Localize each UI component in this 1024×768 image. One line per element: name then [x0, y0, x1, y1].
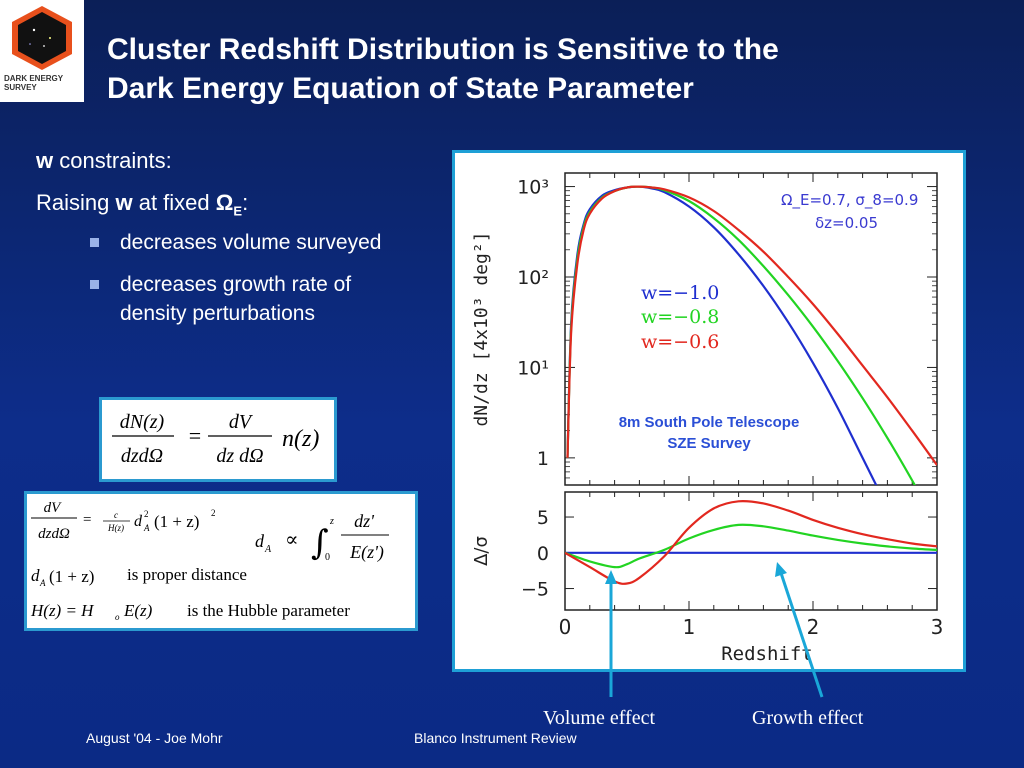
eq5-sub: o [115, 612, 120, 622]
eq2-paren: (1 + z) [154, 512, 199, 531]
equation-box-1: dN(z) dzdΩ = dV dz dΩ n(z) [99, 397, 337, 482]
eq4-d: d [31, 566, 40, 585]
eq2-sq-pre: 2 [144, 509, 149, 519]
title-line-2: Dark Energy Equation of State Parameter [107, 72, 694, 105]
top-y-tick-label: 10¹ [517, 357, 549, 379]
constraints-text: constraints: [53, 148, 172, 173]
x-axis-label: Redshift [721, 643, 813, 665]
w-symbol: w [36, 148, 54, 173]
eq2-c: c [114, 510, 118, 520]
eq2-hz: H(z) [107, 523, 124, 533]
x-tick-label: 1 [683, 615, 696, 639]
eq2-lhs-num: dV [44, 500, 63, 516]
survey-logo: DARK ENERGY SURVEY [0, 0, 84, 102]
eq3-d: d [255, 531, 265, 551]
eq4-sub: A [39, 578, 46, 588]
bullet-item-2: decreases growth rate of density perturb… [90, 270, 420, 328]
params-annotation: Ω_E=0.7, σ_8=0.9 [781, 191, 918, 210]
legend-label-0: w=−1.0 [641, 282, 719, 304]
eq4-text: is proper distance [127, 565, 247, 584]
plot-frame: 0 1 2 3 1 10¹ 10² 10³ −5 0 5 w=−1.0 w=−0.8 w=−0.6 Ω_E=… [452, 150, 966, 672]
logo-hexagon-icon [12, 6, 72, 70]
eq2-sub-a: A [143, 523, 150, 533]
logo-text: DARK ENERGY SURVEY [4, 74, 63, 92]
equation-2: dV dzdΩ = c H(z) d 2 A (1 + z) 2 d A ∝ ∫… [30, 500, 389, 622]
bullet-item-1: decreases volume surveyed [90, 228, 450, 257]
top-y-tick-label: 10³ [517, 177, 549, 199]
volume-effect-label: Volume effect [543, 707, 656, 729]
eq2-d: d [134, 513, 143, 530]
bullet-text-1: decreases volume surveyed [120, 231, 382, 254]
eq3-den: E(z') [349, 542, 384, 563]
eq3-lower: 0 [325, 552, 330, 563]
survey-annotation-2: SZE Survey [667, 435, 751, 452]
constraints-heading: w constraints: [36, 148, 172, 174]
eq1-equals: = [189, 423, 201, 448]
eq1-nz: n(z) [282, 426, 319, 452]
raising-w: w [115, 190, 133, 215]
top-y-tick-label: 1 [537, 448, 549, 470]
equation-box-2: dV dzdΩ = c H(z) d 2 A (1 + z) 2 d A ∝ ∫… [24, 491, 418, 631]
survey-annotation-1: 8m South Pole Telescope [619, 414, 800, 431]
volume-arrow-head-icon [605, 570, 617, 584]
raising-line: Raising w at fixed ΩE: [36, 190, 248, 218]
equation-1: dN(z) dzdΩ = dV dz dΩ n(z) [112, 411, 319, 467]
eq3-prop: ∝ [285, 527, 299, 551]
eq3-num: dz' [354, 511, 375, 531]
bullet-square-icon [90, 280, 99, 289]
raising-mid: at fixed [132, 190, 216, 215]
bottom-series-line-1 [565, 523, 937, 569]
x-tick-label: 0 [559, 615, 572, 639]
eq3-sub: A [264, 544, 272, 555]
top-panel-frame [564, 172, 938, 486]
slide-title: Cluster Redshift Distribution is Sensiti… [107, 30, 927, 108]
eq3-integral: ∫ [311, 523, 329, 563]
omega-symbol: Ω [215, 190, 234, 215]
omega-subscript: E [233, 203, 243, 219]
eq5-rest: E(z) [123, 601, 153, 620]
eq5-text: is the Hubble parameter [187, 601, 350, 620]
eq4-paren: (1 + z) [49, 567, 94, 586]
bottom-y-tick-label: −5 [521, 579, 549, 601]
footer-left: August '04 - Joe Mohr [86, 730, 223, 746]
eq1-lhs-den: dzdΩ [121, 445, 163, 467]
growth-arrow [779, 572, 824, 698]
bottom-y-tick-label: 5 [537, 507, 549, 529]
bottom-series-line-2 [565, 499, 937, 585]
eq3-upper: z [329, 516, 334, 527]
bullet-square-icon [90, 238, 99, 247]
eq1-rhs-den: dz dΩ [216, 445, 263, 467]
legend-label-1: w=−0.8 [641, 306, 719, 328]
footer-center: Blanco Instrument Review [414, 730, 577, 746]
legend-label-2: w=−0.6 [641, 331, 719, 353]
growth-arrow-head-icon [775, 562, 787, 577]
bottom-panel-frame [564, 491, 938, 611]
svg-text:=: = [83, 512, 91, 528]
x-tick-label: 3 [931, 615, 944, 639]
eq2-sq: 2 [211, 508, 216, 518]
bottom-y-tick-label: 0 [537, 543, 549, 565]
top-y-axis-label: dN/dz [4x10³ deg²] [471, 231, 492, 426]
x-tick-label: 2 [807, 615, 820, 639]
eq1-rhs-num: dV [229, 411, 254, 433]
top-series-line-2 [566, 185, 937, 466]
growth-effect-label: Growth effect [752, 707, 864, 729]
raising-colon: : [242, 190, 249, 215]
redshift-plot: 0 1 2 3 1 10¹ 10² 10³ −5 0 5 w=−1.0w=−0.8 w=−0.6 Ω_E=… [471, 172, 944, 665]
raising-prefix: Raising [36, 190, 116, 215]
top-y-tick-label: 10² [517, 267, 549, 289]
dz-annotation: δz=0.05 [815, 214, 878, 232]
eq2-lhs-den: dzdΩ [38, 526, 70, 542]
bottom-y-axis-label: Δ/σ [471, 536, 492, 566]
eq5-lhs: H(z) = H [30, 601, 95, 620]
bullet-text-2: decreases growth rate of density perturb… [120, 273, 352, 325]
title-line-1: Cluster Redshift Distribution is Sensiti… [107, 33, 779, 66]
eq1-lhs-num: dN(z) [120, 411, 165, 433]
